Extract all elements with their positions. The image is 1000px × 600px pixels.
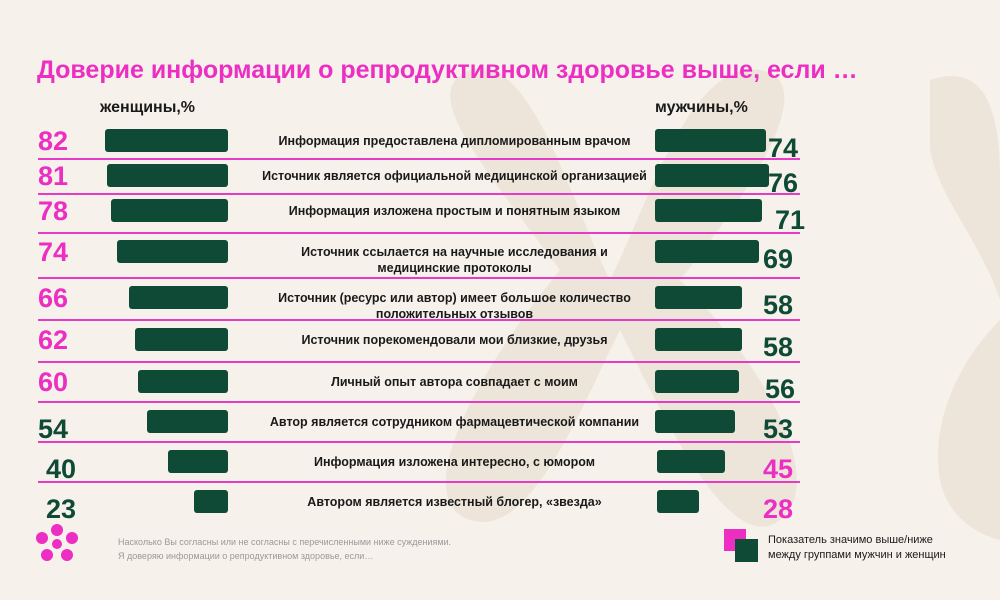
category-label: Источник ссылается на научные исследован… [301, 245, 608, 275]
women-column-header: женщины,% [100, 99, 196, 116]
chart-title: Доверие информации о репродуктивном здор… [37, 56, 858, 84]
background-shape [938, 320, 1000, 540]
category-label: Источник (ресурс или автор) имеет большо… [278, 291, 631, 321]
women-value-label: 40 [46, 454, 77, 484]
category-label: Источник порекомендовали мои близкие, др… [301, 333, 608, 347]
women-value-label: 62 [38, 325, 69, 355]
men-value-label: 53 [763, 414, 794, 444]
footnote-line: Насколько Вы согласны или не согласны с … [118, 537, 452, 547]
women-bar [147, 410, 228, 433]
women-bar [138, 370, 228, 393]
women-value-label: 23 [46, 494, 77, 524]
row-divider [38, 319, 800, 321]
women-value-label: 78 [38, 196, 69, 226]
women-bar [105, 129, 228, 152]
legend-line: между группами мужчин и женщин [768, 549, 946, 561]
men-bar [657, 490, 699, 513]
women-bar [129, 286, 228, 309]
women-bar [168, 450, 228, 473]
women-value-label: 60 [38, 367, 69, 397]
men-bar [655, 129, 766, 152]
women-value-label: 66 [38, 283, 69, 313]
category-label: Информация изложена простым и понятным я… [288, 204, 621, 218]
women-bar [106, 164, 228, 187]
men-bar [657, 450, 725, 473]
men-value-label: 74 [768, 133, 799, 163]
men-bar [655, 328, 742, 351]
women-bar [135, 328, 228, 351]
women-bar [111, 199, 228, 222]
row-divider [38, 441, 800, 443]
background-shape [930, 76, 1000, 300]
legend-line: Показатель значимо выше/ниже [768, 534, 933, 546]
women-bar [117, 240, 228, 263]
category-label: Информация изложена интересно, с юмором [313, 455, 595, 469]
women-value-label: 82 [38, 126, 69, 156]
men-value-label: 69 [763, 244, 794, 274]
category-label: Автор является сотрудником фармацевтичес… [269, 415, 640, 429]
category-label: Источник является официальной медицинско… [262, 169, 647, 183]
women-value-label: 54 [38, 414, 69, 444]
pink-flower-logo-icon [36, 524, 78, 561]
men-value-label: 28 [763, 494, 794, 524]
men-bar [655, 370, 739, 393]
row-divider [38, 481, 800, 483]
men-value-label: 45 [763, 454, 794, 484]
men-value-label: 71 [775, 205, 806, 235]
row-divider [38, 277, 800, 279]
men-value-label: 58 [763, 332, 794, 362]
category-label: Личный опыт автора совпадает с моим [331, 375, 578, 389]
row-divider [38, 361, 800, 363]
men-value-label: 56 [765, 374, 796, 404]
row-divider [38, 193, 800, 195]
legend-squares-icon [724, 529, 762, 563]
men-column-header: мужчины,% [655, 99, 748, 116]
category-label: Информация предоставлена дипломированным… [278, 134, 631, 148]
footnote: Насколько Вы согласны или не согласны с … [118, 535, 451, 563]
legend-text: Показатель значимо выше/ниже между групп… [768, 533, 946, 563]
men-bar [655, 164, 769, 187]
men-value-label: 76 [768, 168, 799, 198]
men-bar [655, 410, 735, 433]
women-bar [193, 490, 228, 513]
men-bar [655, 286, 742, 309]
row-divider [38, 401, 800, 403]
category-label: Автором является известный блогер, «звез… [307, 495, 602, 509]
men-value-label: 58 [763, 290, 794, 320]
women-value-label: 81 [38, 161, 69, 191]
men-bar [655, 199, 762, 222]
men-bar [655, 240, 759, 263]
women-value-label: 74 [38, 237, 69, 267]
row-divider [38, 232, 800, 234]
row-divider [38, 158, 800, 160]
footnote-line: Я доверяю информации о репродуктивном зд… [118, 551, 374, 561]
